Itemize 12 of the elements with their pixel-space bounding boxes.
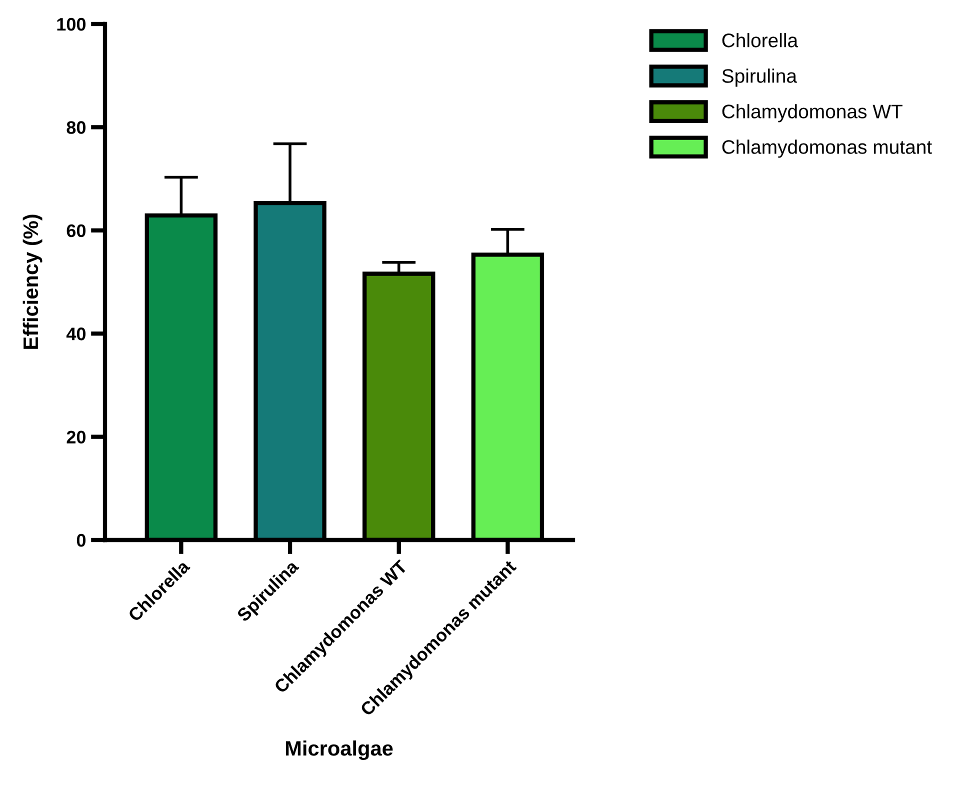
- y-tick-label: 100: [57, 18, 86, 31]
- legend-label: Chlorella: [722, 33, 798, 48]
- y-axis-title: Efficiency (%): [22, 214, 42, 349]
- legend-label: Chlamydomonas mutant: [722, 140, 932, 158]
- y-tick-label: 60: [66, 224, 86, 238]
- y-tick-label: 40: [66, 328, 86, 340]
- x-axis-title: Microalgae: [286, 740, 393, 760]
- y-tick-label: 0: [76, 534, 86, 547]
- y-tick-label: 80: [66, 121, 86, 134]
- y-tick-label: 20: [66, 430, 86, 444]
- legend-label: Spirulina: [722, 68, 797, 87]
- legend-label: Chlamydomonas WT: [722, 104, 902, 122]
